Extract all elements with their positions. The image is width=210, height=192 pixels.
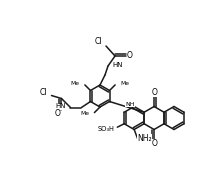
Text: HN: HN [55, 103, 66, 109]
Text: NH: NH [125, 102, 135, 107]
Text: O: O [151, 88, 157, 97]
Text: Me: Me [80, 111, 89, 116]
Text: O: O [127, 51, 133, 60]
Text: Me: Me [71, 81, 80, 86]
Text: NH₂: NH₂ [137, 134, 152, 143]
Text: Cl: Cl [40, 88, 47, 97]
Text: SO₃H: SO₃H [98, 126, 115, 132]
Text: Me: Me [120, 81, 129, 86]
Text: HN: HN [112, 62, 122, 68]
Text: Cl: Cl [94, 36, 102, 46]
Text: O: O [151, 139, 157, 148]
Text: O: O [55, 109, 60, 118]
